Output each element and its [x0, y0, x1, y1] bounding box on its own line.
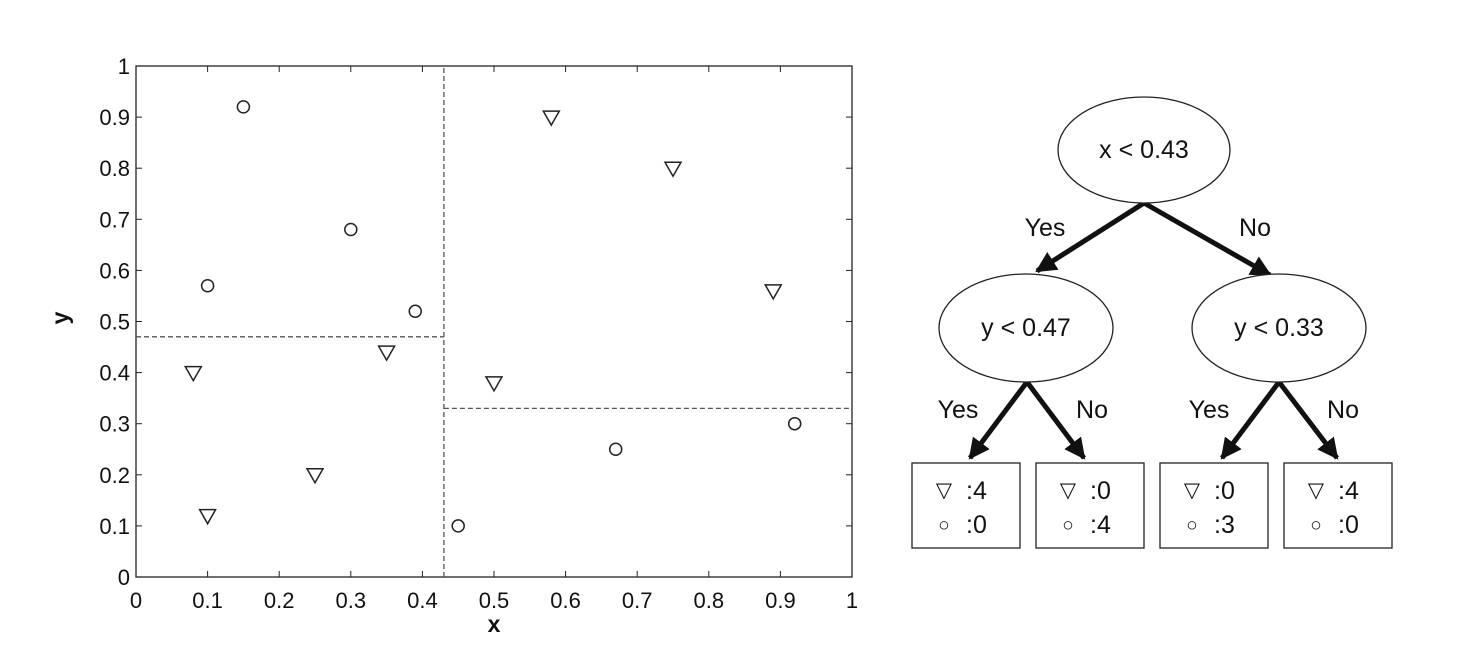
y-tick-label: 0.1 [99, 514, 130, 539]
y-tick-label: 0.8 [99, 156, 130, 181]
tree-right-condition: y < 0.33 [1234, 314, 1324, 342]
leaf-triangle-count: :4 [1338, 477, 1359, 505]
leaf-triangle-count: :0 [1214, 477, 1235, 505]
y-tick-label: 0.6 [99, 258, 130, 283]
x-tick-label: 0.7 [622, 588, 653, 613]
x-tick-label: 0.5 [479, 588, 510, 613]
x-tick-label: 0.8 [694, 588, 725, 613]
circle-icon: ○ [1062, 515, 1073, 536]
y-tick-label: 0.2 [99, 463, 130, 488]
y-tick-label: 0.5 [99, 310, 130, 335]
tree-root-condition: x < 0.43 [1099, 136, 1189, 164]
x-tick-label: 0.9 [765, 588, 796, 613]
x-tick-label: 0.6 [550, 588, 581, 613]
tree-edge-left-no [1025, 380, 1086, 460]
leaf-triangle-count: :0 [1090, 477, 1111, 505]
triangle-point [541, 110, 561, 127]
edge-label-no: No [1327, 396, 1359, 424]
circle-point [451, 519, 465, 533]
y-tick-label: 0.9 [99, 105, 130, 130]
plot-frame [135, 65, 853, 578]
circle-icon: ○ [1186, 515, 1197, 536]
tree-edge-right-no [1277, 380, 1339, 460]
tree-edge-right-yes [1220, 380, 1281, 460]
x-axis-ticks: 0 0.1 0.2 0.3 0.4 0.5 0.6 0.7 0.8 0.9 1 [130, 66, 858, 613]
triangle-icon: ▽ [1060, 479, 1077, 502]
leaf-triangle-count: :4 [966, 477, 987, 505]
y-axis-label: y [47, 311, 73, 324]
tree-leaf-1: ▽ :4 ○ :0 [911, 462, 1021, 549]
triangle-icon: ▽ [936, 479, 953, 502]
edge-label-no: No [1239, 214, 1271, 242]
y-tick-label: 0.3 [99, 412, 130, 437]
tree-leaf-4: ▽ :4 ○ :0 [1283, 462, 1393, 549]
x-tick-label: 0.3 [336, 588, 367, 613]
triangle-point [663, 161, 683, 178]
edge-label-yes: Yes [1189, 396, 1230, 424]
tree-edge-root-yes [1035, 200, 1146, 274]
scatter-plot: 0 0.1 0.2 0.3 0.4 0.5 0.6 0.7 0.8 0.9 1 0 0.1 0.2 0.3… [47, 54, 858, 637]
circle-point [344, 222, 358, 237]
tree-left-condition: y < 0.47 [981, 314, 1071, 342]
tree-root-node [1057, 96, 1231, 204]
triangle-point [484, 376, 504, 393]
triangle-icon: ▽ [1308, 479, 1325, 502]
y-tick-label: 0 [118, 565, 130, 590]
triangle-point [377, 345, 396, 362]
edge-label-yes: Yes [1025, 214, 1066, 242]
triangle-point [763, 284, 783, 301]
x-tick-label: 0.4 [407, 588, 438, 613]
x-tick-label: 0.2 [264, 588, 295, 613]
y-tick-label: 0.4 [99, 361, 130, 386]
triangle-point [305, 468, 325, 485]
y-tick-label: 1 [118, 54, 130, 79]
leaf-circle-count: :4 [1090, 511, 1111, 539]
decision-tree: Yes No Yes No Yes No x < 0.43 y < 0.47 y… [911, 96, 1393, 549]
split-lines [136, 66, 852, 577]
circle-icon: ○ [938, 515, 949, 536]
tree-right-node [1191, 273, 1367, 383]
tree-leaf-2: ▽ :0 ○ :4 [1035, 462, 1145, 549]
edge-label-no: No [1076, 396, 1108, 424]
x-axis-label: x [488, 611, 501, 637]
triangle-point [183, 365, 203, 383]
leaf-circle-count: :0 [966, 511, 987, 539]
tree-leaf-3: ▽ :0 ○ :3 [1159, 462, 1269, 549]
circle-point [200, 278, 215, 293]
y-tick-label: 0.7 [99, 207, 130, 232]
edge-label-yes: Yes [938, 396, 979, 424]
x-tick-label: 0 [130, 588, 142, 613]
circle-point [608, 442, 623, 456]
leaf-circle-count: :0 [1338, 511, 1359, 539]
data-points [183, 100, 802, 533]
leaf-circle-count: :3 [1214, 511, 1235, 539]
triangle-icon: ▽ [1184, 479, 1201, 502]
x-tick-label: 0.1 [192, 588, 223, 613]
tree-edge-root-no [1142, 200, 1272, 278]
tree-edge-left-yes [968, 380, 1029, 460]
tree-left-node [938, 273, 1114, 383]
x-tick-label: 1 [846, 588, 858, 613]
circle-point [787, 416, 802, 431]
circle-icon: ○ [1310, 515, 1321, 536]
circle-point [236, 100, 251, 114]
triangle-point [198, 508, 217, 526]
y-axis-ticks: 0 0.1 0.2 0.3 0.4 0.5 0.6 0.7 0.8 0.9 1 [99, 54, 852, 590]
circle-point [408, 304, 422, 319]
